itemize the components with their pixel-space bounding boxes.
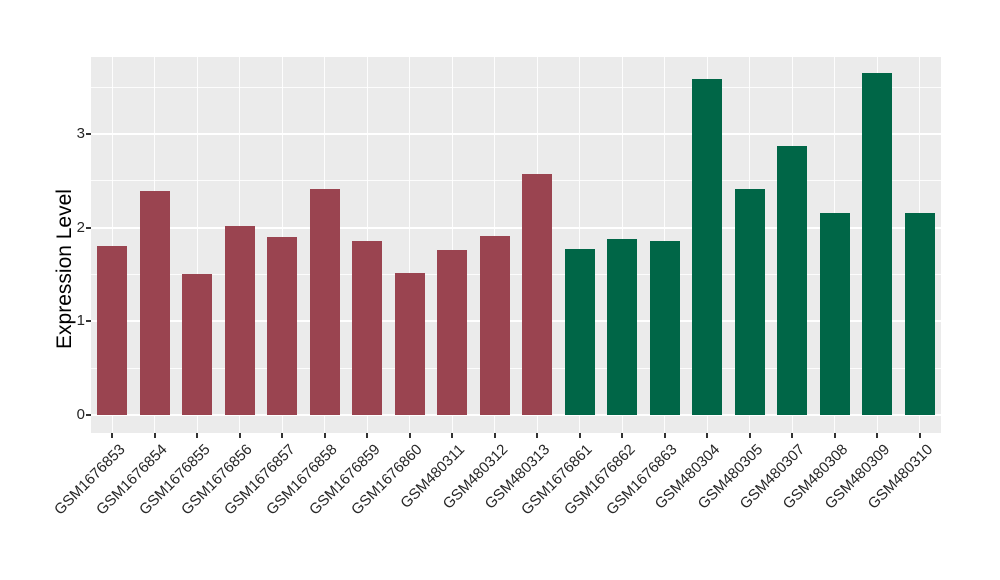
y-tick [86,414,91,416]
gridline-minor [91,273,941,275]
x-tick [621,433,624,438]
x-tick [706,433,709,438]
x-tick [876,433,879,438]
gridline-major [91,414,941,416]
bar-GSM1676863 [649,240,680,415]
bar-GSM1676855 [182,273,213,415]
bar-GSM1676859 [352,240,383,415]
x-tick [111,433,114,438]
x-tick [281,433,284,438]
plot-panel [91,57,941,433]
gridline-major [91,320,941,323]
x-tick [366,433,369,438]
gridline-minor [91,180,941,182]
x-tick [493,433,496,438]
y-tick [86,226,91,229]
x-tick [408,433,411,438]
gridline-major [91,132,941,135]
gridline-vertical [579,57,581,433]
gridline-major [91,226,941,229]
bar-GSM1676862 [607,238,638,415]
y-tick [86,320,91,323]
bar-GSM1676856 [224,225,255,415]
x-tick [918,433,921,438]
bar-GSM480310 [904,212,935,415]
y-tick-label: 1 [76,312,85,330]
x-tick [323,433,326,438]
x-tick [451,433,454,438]
y-tick-label: 2 [76,218,85,236]
gridline-vertical [409,57,411,433]
x-tick [833,433,836,438]
bar-GSM1676861 [564,249,595,415]
bar-GSM480311 [437,250,468,415]
gridline-vertical [111,57,113,433]
x-tick [238,433,241,438]
x-tick [153,433,156,438]
x-tick [196,433,199,438]
bar-GSM480312 [479,236,510,415]
gridline-vertical [451,57,453,433]
gridline-minor [91,86,941,88]
gridline-vertical [196,57,198,433]
bar-GSM480304 [692,78,723,415]
bar-GSM480307 [777,146,808,415]
x-tick [791,433,794,438]
x-tick [536,433,539,438]
bar-GSM1676857 [267,237,298,415]
bar-GSM480313 [522,174,553,415]
gridline-minor [91,367,941,369]
y-tick [86,132,91,135]
bar-GSM480309 [862,73,893,415]
bar-GSM1676858 [309,189,340,415]
x-tick [578,433,581,438]
bar-GSM1676860 [394,272,425,415]
bar-GSM1676853 [97,246,128,415]
x-tick [663,433,666,438]
bar-GSM480305 [734,189,765,415]
bar-GSM480308 [819,212,850,415]
bar-GSM1676854 [139,191,170,415]
y-tick-label: 0 [76,406,85,423]
x-tick [748,433,751,438]
y-tick-label: 3 [76,124,85,142]
